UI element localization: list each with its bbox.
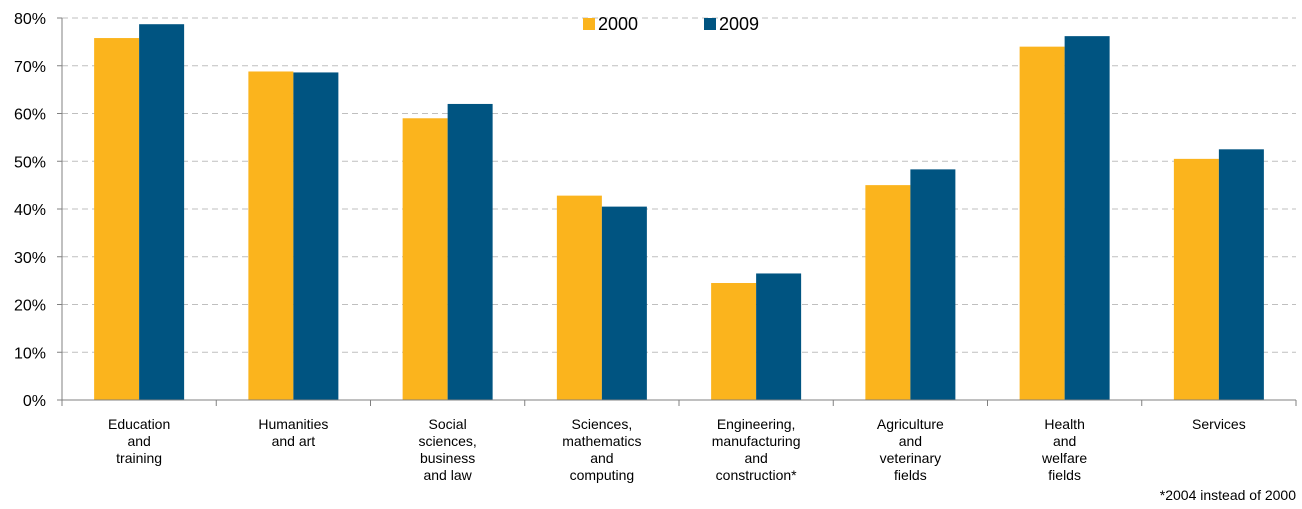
y-tick-label: 20% — [14, 298, 46, 315]
bar-2009 — [1218, 149, 1264, 400]
y-tick-label: 40% — [14, 202, 46, 219]
bar-2000 — [248, 71, 294, 400]
y-tick-labels: 0% 10% 20% 30% 40% 50% 60% 70% 80% — [14, 11, 46, 410]
bars — [94, 24, 1264, 401]
legend-swatch-2009 — [704, 18, 716, 30]
bar-2000 — [711, 283, 757, 400]
bar-2000 — [556, 195, 602, 400]
legend: 2000 2009 — [583, 14, 759, 34]
bar-2009 — [293, 72, 339, 400]
category-labels: Education and training Humanities and art Soc… — [108, 416, 1246, 483]
y-tick-label: 80% — [14, 11, 46, 28]
legend-label-2009: 2009 — [719, 14, 759, 34]
bar-2009 — [139, 24, 185, 401]
gridlines — [62, 17, 1296, 353]
bar-2009 — [1064, 36, 1110, 401]
y-tick-label: 70% — [14, 59, 46, 76]
bar-2000 — [1019, 46, 1065, 401]
category-label: Agriculture and veterinary fields — [877, 416, 944, 483]
bar-2009 — [447, 103, 493, 400]
bar-2000 — [1173, 158, 1219, 400]
legend-label-2000: 2000 — [598, 14, 638, 34]
category-label: Sciences, mathematics and computing — [562, 416, 641, 483]
axes — [57, 17, 1297, 406]
bar-2009 — [756, 273, 802, 400]
y-tick-label: 50% — [14, 154, 46, 171]
category-label: Health and welfare fields — [1041, 416, 1087, 483]
category-label: Humanities and art — [258, 416, 328, 449]
category-label: Engineering, manufacturing and construction… — [712, 416, 801, 483]
category-label: Social sciences, business and law — [418, 416, 476, 483]
bar-2000 — [402, 118, 448, 401]
y-tick-label: 30% — [14, 250, 46, 267]
y-tick-label: 10% — [14, 345, 46, 362]
legend-swatch-2000 — [583, 18, 595, 30]
y-tick-label: 60% — [14, 107, 46, 124]
bar-2000 — [94, 38, 140, 401]
category-label: Services — [1192, 416, 1246, 432]
footnote: *2004 instead of 2000 — [1160, 487, 1296, 503]
y-tick-label: 0% — [23, 393, 46, 410]
bar-2000 — [865, 185, 911, 400]
category-label: Education and training — [108, 416, 170, 466]
bar-2009 — [910, 169, 956, 400]
bar-2009 — [601, 206, 647, 400]
